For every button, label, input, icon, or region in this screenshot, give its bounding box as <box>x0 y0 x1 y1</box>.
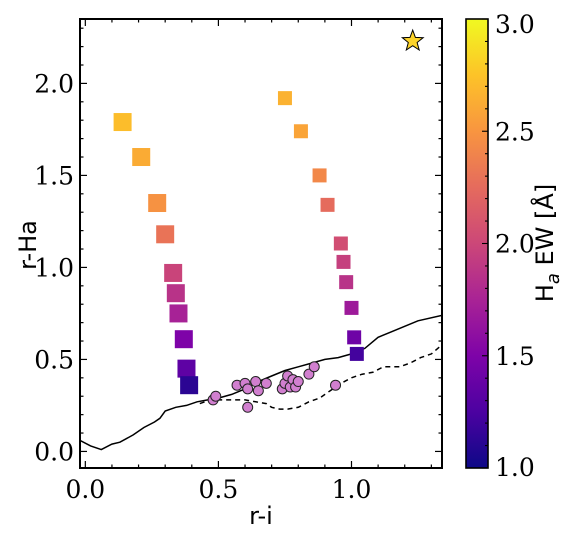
colorbar-title-rest: EW [Å] <box>530 184 559 273</box>
square-left-7 <box>174 330 193 349</box>
circle-point-8 <box>242 401 254 413</box>
circle-point-4 <box>242 383 254 395</box>
y-tick-label-4: 2.0 <box>34 69 74 98</box>
square-left-3 <box>156 225 175 244</box>
y-tick-label-2: 1.0 <box>34 253 74 282</box>
square-left-4 <box>164 263 183 282</box>
star-marker <box>400 28 425 52</box>
circle-point-7 <box>260 377 272 389</box>
square-right-4 <box>333 236 348 251</box>
plot-content <box>80 28 442 451</box>
x-axis-ticks: 0.0 0.5 1.0 <box>65 19 432 504</box>
plot-frame <box>79 18 443 469</box>
colorbar-tick-label-4: 3.0 <box>495 10 535 39</box>
square-right-9 <box>349 346 364 361</box>
square-right-2 <box>312 168 327 183</box>
square-right-5 <box>336 254 351 269</box>
square-right-7 <box>344 300 359 315</box>
colorbar-title-subscript: a <box>543 273 564 284</box>
solid-line <box>80 314 442 451</box>
circle-point-1 <box>210 390 222 402</box>
colorbar-title-main: H <box>531 284 559 302</box>
colorbar-tick-label-3: 2.5 <box>495 117 535 146</box>
dashed-line <box>199 344 442 410</box>
x-tick-label-0: 0.0 <box>65 475 105 504</box>
circle-point-17 <box>308 361 320 373</box>
colorbar: 1.0 1.5 2.0 2.5 3.0 <box>465 10 535 482</box>
square-right-1 <box>293 124 308 139</box>
colorbar-tick-label-1: 1.5 <box>495 342 535 371</box>
square-left-9 <box>180 376 199 395</box>
y-axis-ticks: 0.0 0.5 1.0 1.5 2.0 <box>34 27 442 466</box>
square-right-6 <box>339 275 354 290</box>
y-axis-title: r-Ha <box>14 220 42 270</box>
x-tick-label-1: 0.5 <box>199 475 239 504</box>
circle-point-15 <box>292 376 304 388</box>
square-left-5 <box>166 284 185 303</box>
colorbar-tick-label-0: 1.0 <box>495 453 535 482</box>
square-right-3 <box>320 197 335 212</box>
y-tick-label-0: 0.0 <box>34 437 74 466</box>
y-tick-label-3: 1.5 <box>34 161 74 190</box>
circle-point-6 <box>252 385 264 397</box>
square-left-0 <box>113 113 132 132</box>
colorbar-tick-label-2: 2.0 <box>495 230 535 259</box>
circle-point-5 <box>250 376 262 388</box>
square-right-8 <box>347 330 362 345</box>
square-left-2 <box>148 194 167 213</box>
x-tick-label-2: 1.0 <box>332 475 372 504</box>
y-tick-label-1: 0.5 <box>34 345 74 374</box>
circle-point-16 <box>303 368 315 380</box>
square-left-1 <box>132 148 151 167</box>
circle-point-18 <box>330 379 342 391</box>
square-left-6 <box>169 304 188 323</box>
x-axis-title: r-i <box>249 502 273 530</box>
square-right-0 <box>277 91 292 106</box>
square-left-8 <box>177 359 196 378</box>
colorbar-title: Ha EW [Å] <box>530 184 564 302</box>
colorbar-ticks: 1.0 1.5 2.0 2.5 3.0 <box>482 10 535 482</box>
